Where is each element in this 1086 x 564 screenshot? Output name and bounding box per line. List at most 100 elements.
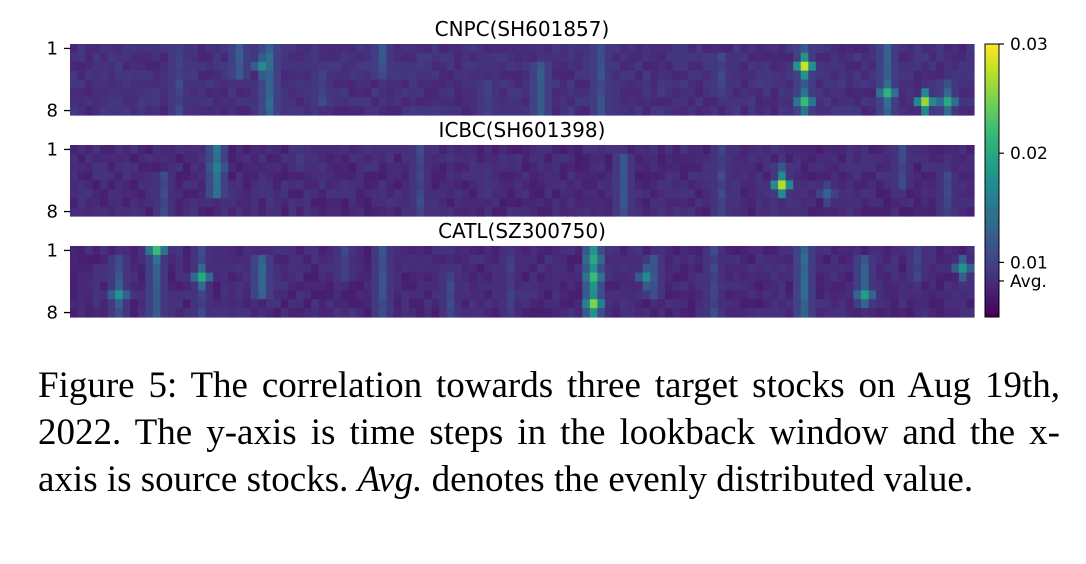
heatmap-cell [725, 254, 734, 265]
heatmap-cell [921, 308, 930, 318]
heatmap-cell [695, 153, 704, 164]
heatmap-cell [657, 308, 666, 318]
heatmap-cell [830, 308, 839, 318]
heatmap-cell [145, 254, 154, 265]
heatmap-cell [393, 153, 403, 164]
heatmap-cell [499, 97, 508, 107]
heatmap-cell [243, 308, 252, 318]
heatmap-cell [258, 97, 267, 107]
heatmap-cell [665, 97, 674, 107]
heatmap-cell [748, 254, 757, 265]
heatmap-cell [220, 145, 229, 155]
heatmap-cell [363, 44, 372, 54]
heatmap-cell [152, 153, 161, 164]
heatmap-cell [401, 263, 410, 274]
panel-title: CNPC(SH601857) [435, 17, 610, 41]
heatmap-cell [401, 299, 410, 309]
heatmap-cell [250, 145, 259, 155]
heatmap-cell [619, 145, 629, 155]
heatmap-cell [175, 145, 184, 155]
heatmap-cell [167, 171, 177, 182]
heatmap-cell [687, 290, 696, 300]
heatmap-cell [280, 162, 290, 173]
heatmap-cell [167, 207, 177, 217]
heatmap-cell [845, 254, 855, 265]
heatmap-cell [951, 79, 960, 89]
heatmap-cell [265, 145, 274, 155]
heatmap-cell [378, 189, 387, 199]
heatmap-cell [793, 254, 802, 265]
heatmap-cell [122, 153, 131, 164]
heatmap-cell [77, 189, 86, 199]
heatmap-cell [311, 308, 320, 318]
heatmap-cell [770, 198, 779, 208]
heatmap-cell [77, 254, 86, 265]
heatmap-cell [311, 97, 320, 107]
heatmap-cell [785, 106, 794, 116]
heatmap-cell [589, 153, 598, 164]
heatmap-cell [619, 180, 629, 190]
heatmap-cell [92, 88, 101, 98]
heatmap-cell [137, 180, 146, 190]
heatmap-cell [921, 145, 930, 155]
heatmap-cell [785, 263, 794, 274]
heatmap-cell [461, 189, 470, 199]
heatmap-cell [167, 52, 177, 63]
heatmap-cell [710, 88, 719, 98]
heatmap-cell [687, 272, 696, 283]
heatmap-cell [424, 189, 433, 199]
heatmap-cell [552, 70, 561, 81]
heatmap-cell [190, 290, 199, 300]
colorbar-gradient [984, 43, 1000, 318]
heatmap-cell [906, 207, 915, 217]
heatmap-cell [861, 145, 870, 155]
heatmap-cell [137, 207, 146, 217]
heatmap-cell [627, 52, 636, 63]
heatmap-cell [725, 299, 734, 309]
heatmap-cell [318, 198, 327, 208]
heatmap-cell [77, 88, 86, 98]
heatmap-cell [657, 61, 666, 72]
heatmap-cell [250, 162, 259, 173]
heatmap-cell [928, 61, 937, 72]
heatmap-cell [785, 189, 794, 199]
heatmap-cell [303, 44, 312, 54]
heatmap-cell [732, 106, 742, 116]
heatmap-cell [883, 44, 892, 54]
heatmap-cell [717, 189, 726, 199]
heatmap-cell [898, 254, 907, 265]
heatmap-cell [348, 246, 357, 256]
heatmap-cell [235, 52, 244, 63]
heatmap-cell [951, 88, 960, 98]
heatmap-cell [439, 308, 448, 318]
heatmap-cell [303, 308, 312, 318]
heatmap-cell [167, 79, 177, 89]
heatmap-cell [152, 263, 161, 274]
heatmap-cell [898, 52, 907, 63]
heatmap-cell [612, 171, 621, 182]
heatmap-cell [130, 145, 139, 155]
heatmap-cell [537, 44, 546, 54]
heatmap-cell [695, 254, 704, 265]
heatmap-cell [77, 44, 86, 54]
heatmap-cell [823, 44, 832, 54]
heatmap-cell [469, 308, 478, 318]
heatmap-cell [740, 308, 749, 318]
heatmap-cell [687, 153, 696, 164]
heatmap-cell [318, 207, 327, 217]
heatmap-cell [597, 281, 606, 291]
heatmap-cell [265, 162, 274, 173]
heatmap-cell [250, 106, 259, 116]
heatmap-cell [552, 145, 561, 155]
heatmap-cell [416, 263, 425, 274]
heatmap-cell [288, 263, 297, 274]
heatmap-cell [77, 263, 86, 274]
heatmap-cell [906, 281, 915, 291]
heatmap-cell [672, 61, 681, 72]
heatmap-cell [484, 97, 493, 107]
heatmap-cell [619, 61, 629, 72]
heatmap-cell [529, 97, 538, 107]
heatmap-cell [205, 153, 214, 164]
heatmap-cell [793, 290, 802, 300]
heatmap-cell [710, 153, 719, 164]
